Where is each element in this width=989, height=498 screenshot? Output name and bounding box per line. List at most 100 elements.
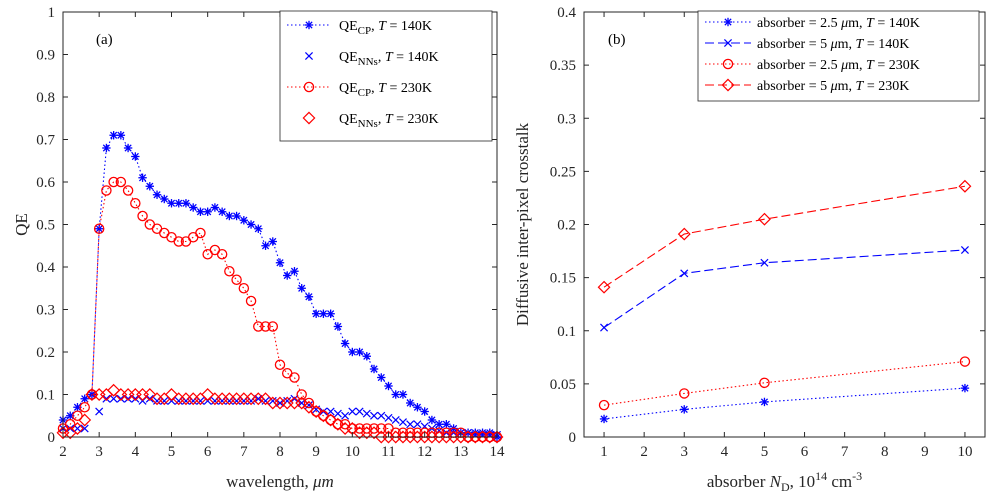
- a-series-1-point-41: [355, 407, 364, 416]
- a-series-0-point-27: [254, 224, 263, 233]
- a-series-0-point-51: [427, 415, 437, 425]
- a-series-2-point-8: [115, 176, 127, 188]
- a-series-2-point-29: [267, 321, 279, 332]
- a-series-0-point-28: [261, 241, 270, 250]
- a-series-0-point-26: [246, 220, 256, 229]
- a-series-3-point-43: [367, 426, 381, 440]
- b-ytick-label-8: 0.4: [557, 5, 576, 21]
- a-series-2-point-16: [173, 236, 184, 247]
- b-ytick-label-7: 0.35: [550, 58, 576, 74]
- a-series-0-point-13: [152, 190, 162, 199]
- a-series-0-point-33: [297, 284, 306, 293]
- a-series-2-point-22: [216, 248, 228, 260]
- a-series-2-point-27: [253, 321, 264, 332]
- a-series-0-point-39: [340, 339, 350, 348]
- a-series-2-point-11: [137, 210, 148, 222]
- b-series-1-point-1: [680, 269, 689, 278]
- a-xtick-label-1: 3: [95, 444, 103, 460]
- a-xtick-label-12: 14: [490, 444, 506, 460]
- b-panel-label: (b): [608, 32, 626, 48]
- a-series-0-point-29: [268, 237, 277, 246]
- b-series-1-point-2: [760, 258, 769, 267]
- a-legend-marker-1: [304, 51, 314, 61]
- a-series-1-point-42: [362, 409, 371, 418]
- b-legend: absorber = 2.5 μm, T = 140K absorber = 5 …: [697, 10, 980, 102]
- a-series-1-point-7: [109, 394, 118, 403]
- b-legend-label-2: absorber = 2.5 μm, T = 230K: [757, 58, 920, 73]
- a-series-0-point-18: [189, 203, 198, 212]
- b-series-3-line: [603, 185, 966, 288]
- a-series-2-point-7: [108, 176, 119, 188]
- a-series-0-point-42: [362, 352, 371, 361]
- b-legend-box: [697, 10, 980, 102]
- b-series-0-point-0: [599, 414, 609, 424]
- a-series-3-point-35: [309, 405, 323, 418]
- a-series-2-point-24: [231, 274, 242, 285]
- a-xtick-label-10: 12: [417, 444, 432, 460]
- b-legend-entry-1: absorber = 5 μm, T = 140K: [705, 37, 909, 52]
- a-series-0-point-43: [369, 364, 379, 374]
- a-series-3-point-12: [143, 388, 157, 401]
- panel-a-qe-chart: 2 3 4 5 6 7 8 9 10 11 12 13 14 0 0.1 0.2 0.3 0.4 0.5 0.6 0.7…: [12, 5, 505, 491]
- a-series-2-point-43: [368, 423, 380, 434]
- a-series-2-point-26: [245, 295, 257, 307]
- a-series-1-point-5: [95, 407, 104, 416]
- b-xtick-label-1: 2: [640, 444, 648, 460]
- a-series-0-point-1: [66, 411, 75, 420]
- b-xtick-label-2: 3: [681, 444, 689, 460]
- a-series-1-point-12: [145, 394, 154, 403]
- a-series-3-point-60: [490, 430, 504, 444]
- b-ytick-label-4: 0.2: [557, 218, 576, 234]
- b-legend-marker-0: [723, 17, 733, 27]
- a-legend-marker-0: [304, 20, 314, 30]
- a-series-0-point-48: [406, 398, 415, 408]
- a-series-0-point-24: [232, 211, 241, 221]
- a-series-1-point-9: [124, 394, 133, 403]
- a-ytick-label-0: 0: [48, 430, 56, 446]
- a-series-2-point-2: [72, 410, 83, 421]
- a-series-2-point-42: [361, 423, 373, 434]
- a-series-2-point-32: [289, 372, 300, 383]
- a-series-0-point-20: [203, 207, 212, 216]
- b-legend-marker-3: [721, 78, 735, 92]
- a-series-0-point-49: [413, 403, 422, 412]
- a-series-0-point-36: [319, 309, 328, 318]
- b-y-axis-title: Diffusive inter-pixel crosstalk: [513, 122, 532, 326]
- a-series-1-point-8: [116, 394, 125, 403]
- a-series-2-point-5: [93, 223, 105, 234]
- b-series-1-line: [603, 249, 965, 329]
- b-series-2-point-3: [959, 356, 971, 367]
- a-series-2-point-23: [224, 265, 235, 277]
- a-series-1-point-6: [102, 394, 111, 403]
- a-legend-label-1: QENNs, T = 140K: [339, 50, 439, 68]
- a-series-0-point-21: [210, 203, 220, 212]
- a-legend-entry-0: QECP, T = 140K: [287, 19, 432, 37]
- b-legend-label-3: absorber = 5 μm, T = 230K: [757, 79, 909, 94]
- a-series-0-point-3: [80, 394, 89, 403]
- a-series-3-point-2: [71, 422, 84, 435]
- b-legend-label-1: absorber = 5 μm, T = 140K: [757, 37, 909, 52]
- b-xtick-label-4: 5: [761, 444, 769, 460]
- a-x-axis-title: wavelength, μm: [226, 472, 334, 491]
- b-x-axis-title: absorber ND, 1014 cm-3: [707, 469, 862, 494]
- a-series-2-point-4: [86, 389, 98, 400]
- a-series-1-point-43: [370, 411, 379, 420]
- a-series-0-point-32: [290, 267, 299, 276]
- b-ytick-label-2: 0.1: [557, 324, 576, 340]
- panel-b-crosstalk-chart: 1 2 3 4 5 6 7 8 9 10 0 0.05 0.1 0.15 0.2 0.25 0.3 0.35 0.4…: [513, 5, 986, 494]
- a-xtick-label-0: 2: [59, 444, 67, 460]
- a-series-2-point-19: [195, 227, 206, 239]
- b-xtick-label-9: 10: [957, 444, 972, 460]
- a-series-0-point-10: [131, 152, 140, 161]
- b-series-2-point-0: [598, 399, 610, 411]
- a-series-0-point-19: [196, 207, 205, 216]
- a-series-3-point-33: [295, 396, 309, 410]
- a-series-2-point-3: [79, 401, 90, 413]
- a-legend-marker-2: [303, 81, 315, 93]
- a-series-0-point-17: [181, 199, 191, 208]
- b-legend-entry-0: absorber = 2.5 μm, T = 140K: [705, 16, 920, 31]
- a-ytick-label-2: 0.2: [36, 345, 55, 361]
- a-series-1-point-48: [406, 420, 415, 429]
- a-xtick-label-7: 9: [312, 444, 320, 460]
